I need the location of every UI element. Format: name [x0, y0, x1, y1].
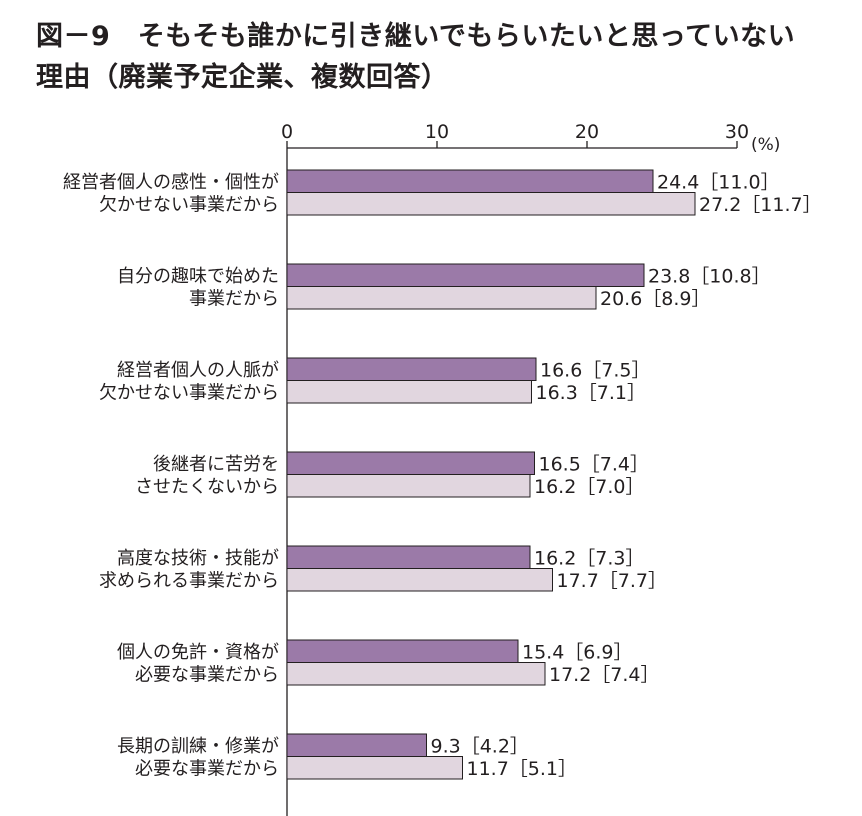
x-tick-label: 0: [281, 121, 293, 143]
category-label: 欠かせない事業だから: [99, 195, 279, 216]
x-tick-label: 10: [425, 121, 449, 143]
bar-series2: [286, 662, 546, 686]
bar-series1: [286, 451, 535, 475]
bar-value-label: 16.5［7.4］: [539, 453, 650, 475]
title-line-1: 図－9 そもそも誰かに引き継いでもらいたいと思っていない: [36, 21, 796, 52]
bar-value-label: 16.6［7.5］: [540, 359, 651, 381]
bar-series2: [286, 286, 597, 310]
category-label: 後継者に苦労を: [153, 454, 279, 475]
bar-value-label: 27.2［11.7］: [699, 194, 822, 216]
bar-series1: [286, 639, 519, 663]
category-label: 経営者個人の人脈が: [117, 360, 279, 381]
category-label: 長期の訓練・修業が: [117, 736, 279, 757]
category-label: 必要な事業だから: [135, 759, 279, 780]
bar-value-label: 17.7［7.7］: [557, 570, 668, 592]
bar-series1: [286, 263, 645, 287]
bar-value-label: 24.4［11.0］: [657, 171, 780, 193]
bar-value-label: 16.2［7.3］: [534, 547, 645, 569]
bar-value-label: 17.2［7.4］: [549, 664, 660, 686]
category-label: 必要な事業だから: [135, 665, 279, 686]
bar-series2: [286, 192, 696, 216]
title-line-2: 理由（廃業予定企業、複数回答）: [36, 62, 449, 93]
bar-value-label: 15.4［6.9］: [522, 641, 633, 663]
category-label: 欠かせない事業だから: [99, 383, 279, 404]
bar-series2: [286, 474, 531, 498]
category-label: 自分の趣味で始めた: [117, 266, 279, 287]
bar-series1: [286, 545, 531, 569]
bar-series1: [286, 733, 427, 757]
bar-series2: [286, 380, 532, 404]
bar-series1: [286, 169, 654, 193]
bar-value-label: 16.3［7.1］: [536, 382, 647, 404]
category-label: 高度な技術・技能が: [117, 548, 279, 569]
label-layer: 24.4［11.0］27.2［11.7］経営者個人の感性・個性が欠かせない事業だ…: [63, 171, 822, 780]
category-label: 求められる事業だから: [99, 571, 279, 592]
x-tick-label: 30: [725, 121, 749, 143]
bar-value-label: 9.3［4.2］: [431, 735, 529, 757]
bar-value-label: 23.8［10.8］: [648, 265, 771, 287]
bar-series2: [286, 568, 553, 592]
unit-label: (%): [751, 135, 780, 155]
axis-layer: 0 10 20 30(%): [281, 121, 780, 816]
category-label: させたくないから: [135, 477, 279, 498]
bar-series1: [286, 357, 537, 381]
figure-title: 図－9 そもそも誰かに引き継いでもらいたいと思っていない 理由（廃業予定企業、複…: [36, 16, 795, 98]
bar-value-label: 11.7［5.1］: [467, 758, 578, 780]
bar-layer: [286, 169, 696, 780]
category-label: 個人の免許・資格が: [117, 642, 279, 663]
bar-value-label: 20.6［8.9］: [600, 288, 711, 310]
category-label: 事業だから: [189, 289, 279, 310]
category-label: 経営者個人の感性・個性が: [63, 172, 279, 193]
x-tick-label: 20: [575, 121, 599, 143]
bar-series2: [286, 756, 463, 780]
bar-value-label: 16.2［7.0］: [534, 476, 645, 498]
